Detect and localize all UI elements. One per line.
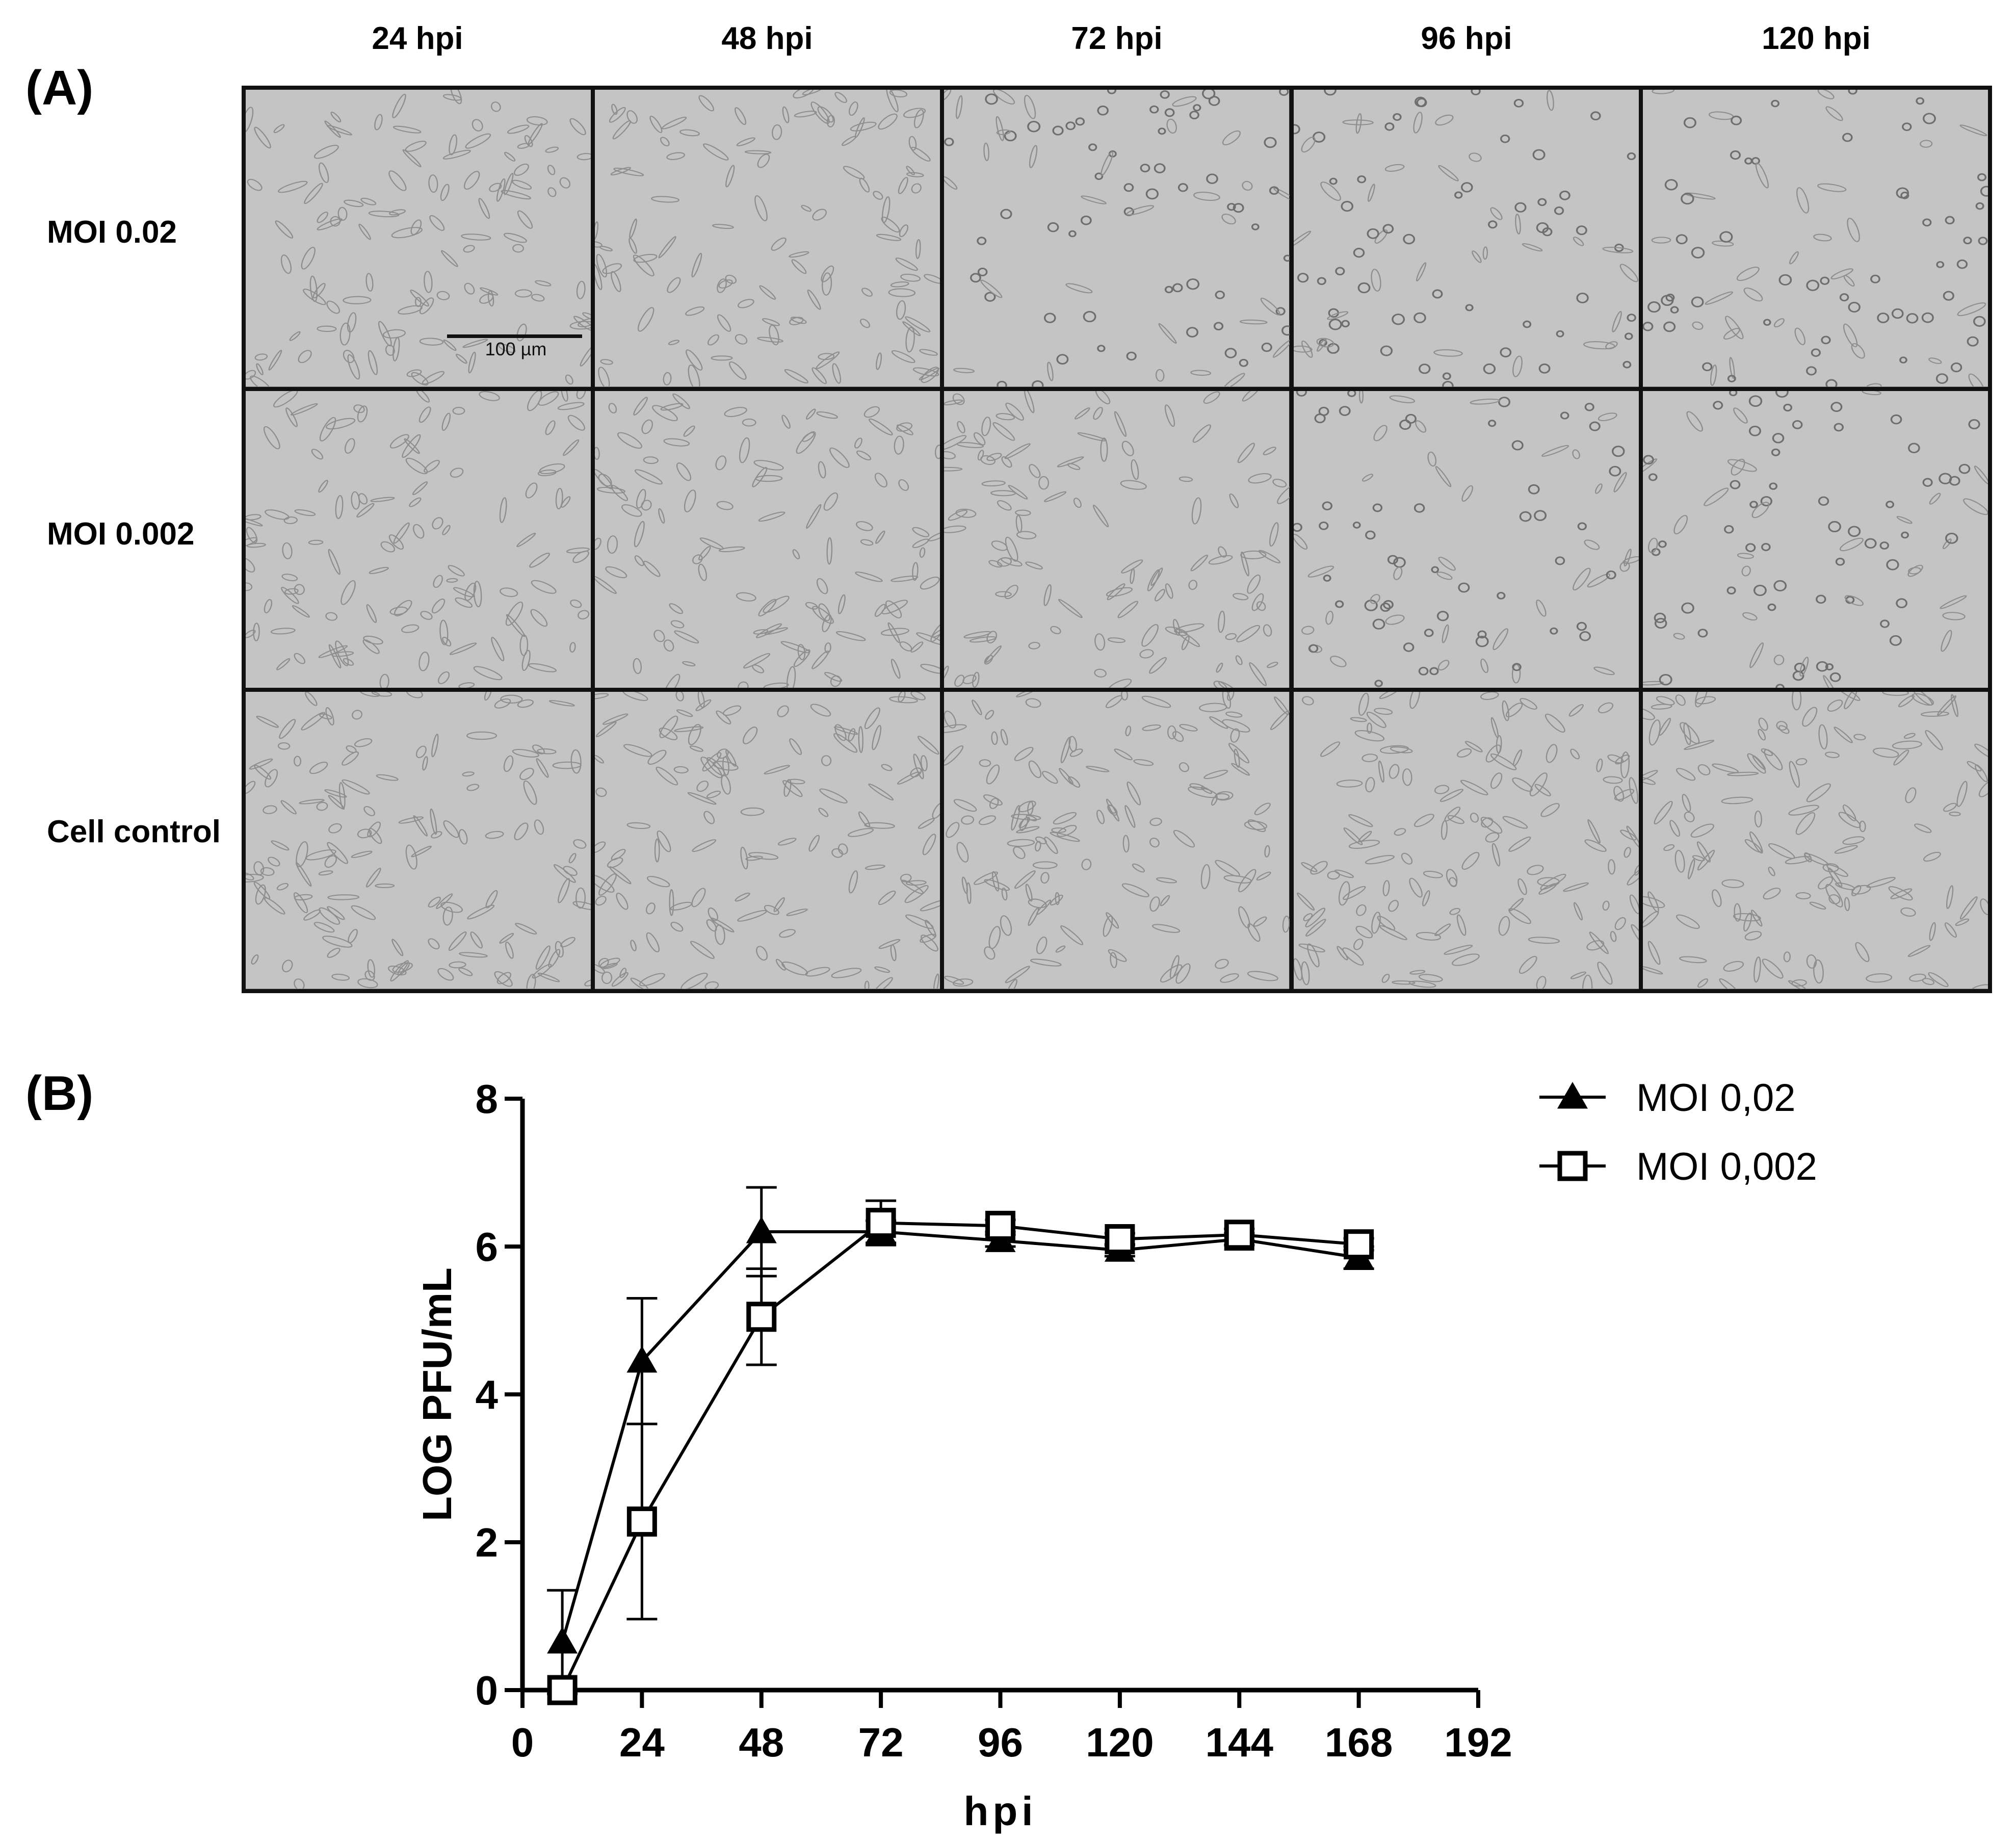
x-tick-label: 96 xyxy=(978,1720,1023,1765)
x-tick-label: 168 xyxy=(1325,1720,1393,1765)
x-tick-label: 24 xyxy=(619,1720,665,1765)
column-label-96-hpi: 96 hpi xyxy=(1421,21,1512,56)
y-tick-label: 0 xyxy=(476,1668,499,1713)
column-label-48-hpi: 48 hpi xyxy=(721,21,813,56)
micrograph-cell-control-24-hpi xyxy=(246,692,591,989)
column-label-24-hpi: 24 hpi xyxy=(372,21,463,56)
data-point xyxy=(547,1675,578,1705)
column-label-72-hpi: 72 hpi xyxy=(1071,21,1163,56)
column-label-120-hpi: 120 hpi xyxy=(1762,21,1871,56)
x-tick-label: 72 xyxy=(858,1720,904,1765)
micrograph-grid: 100 µm xyxy=(242,86,1992,993)
data-point xyxy=(1224,1220,1254,1250)
micrograph-texture xyxy=(1293,391,1639,688)
micrograph-cell-control-72-hpi xyxy=(944,692,1290,989)
micrograph-cell-control-120-hpi xyxy=(1642,692,1988,989)
micrograph-texture xyxy=(246,391,591,688)
legend-entry: MOI 0,02 xyxy=(1539,1076,1796,1120)
series-moi-0-02 xyxy=(547,1186,1374,1695)
data-point xyxy=(626,1345,658,1373)
micrograph-cell-control-48-hpi xyxy=(595,692,940,989)
x-axis-title: hpi xyxy=(964,1788,1037,1834)
scale-bar xyxy=(447,334,582,338)
micrograph-texture xyxy=(944,90,1290,387)
x-tick-label: 48 xyxy=(739,1720,784,1765)
data-point xyxy=(985,1210,1015,1241)
y-axis-title: LOG PFU/mL xyxy=(414,1267,460,1521)
series-line xyxy=(561,1230,1359,1643)
micrograph-texture xyxy=(246,692,591,989)
legend-label: MOI 0,002 xyxy=(1636,1145,1817,1188)
legend-marker xyxy=(1557,1082,1588,1109)
data-point xyxy=(547,1626,578,1654)
micrograph-moi-0-02-120-hpi xyxy=(1642,90,1988,387)
micrograph-moi-0-002-96-hpi xyxy=(1293,391,1639,688)
panel-b-label: (B) xyxy=(25,1066,94,1121)
micrograph-moi-0-02-96-hpi xyxy=(1293,90,1639,387)
micrograph-moi-0-002-120-hpi xyxy=(1642,391,1988,688)
micrograph-texture xyxy=(1293,90,1639,387)
scale-bar-label: 100 µm xyxy=(485,339,547,359)
row-label-moi-0-02: MOI 0.02 xyxy=(47,215,177,250)
series-line xyxy=(561,1221,1359,1691)
micrograph-moi-0-002-24-hpi xyxy=(246,391,591,688)
micrograph-moi-0-02-48-hpi xyxy=(595,90,940,387)
legend-entry: MOI 0,002 xyxy=(1539,1145,1817,1188)
row-label-cell-control: Cell control xyxy=(47,814,221,849)
micrograph-texture xyxy=(595,90,940,387)
x-tick-label: 144 xyxy=(1206,1720,1274,1765)
data-point xyxy=(626,1506,657,1537)
micrograph-cell-control-96-hpi xyxy=(1293,692,1639,989)
micrograph-moi-0-02-24-hpi: 100 µm xyxy=(246,90,591,387)
x-tick-label: 120 xyxy=(1086,1720,1154,1765)
legend-marker xyxy=(1557,1151,1588,1181)
data-point xyxy=(1105,1224,1135,1254)
data-point xyxy=(746,1216,777,1243)
panel-a-label: (A) xyxy=(25,61,94,115)
micrograph-texture xyxy=(944,391,1290,688)
micrograph-moi-0-02-72-hpi xyxy=(944,90,1290,387)
data-point xyxy=(1344,1229,1374,1260)
row-label-moi-0-002: MOI 0.002 xyxy=(47,516,195,552)
x-tick-label: 192 xyxy=(1444,1720,1512,1765)
y-tick-label: 6 xyxy=(476,1224,499,1269)
y-tick-label: 4 xyxy=(476,1372,499,1417)
y-tick-label: 2 xyxy=(476,1520,499,1565)
micrograph-texture xyxy=(246,90,591,387)
micrograph-texture xyxy=(1293,692,1639,989)
micrograph-texture xyxy=(595,391,940,688)
x-tick-label: 0 xyxy=(511,1720,534,1765)
micrograph-texture xyxy=(1642,90,1988,387)
micrograph-texture xyxy=(1642,692,1988,989)
data-point xyxy=(866,1208,896,1238)
y-tick-label: 8 xyxy=(476,1076,499,1122)
data-point xyxy=(746,1302,777,1332)
legend-label: MOI 0,02 xyxy=(1636,1076,1796,1120)
micrograph-moi-0-002-48-hpi xyxy=(595,391,940,688)
micrograph-moi-0-002-72-hpi xyxy=(944,391,1290,688)
micrograph-texture xyxy=(595,692,940,989)
micrograph-texture xyxy=(1642,391,1988,688)
series-moi-0-002 xyxy=(547,1199,1374,1705)
micrograph-texture xyxy=(944,692,1290,989)
